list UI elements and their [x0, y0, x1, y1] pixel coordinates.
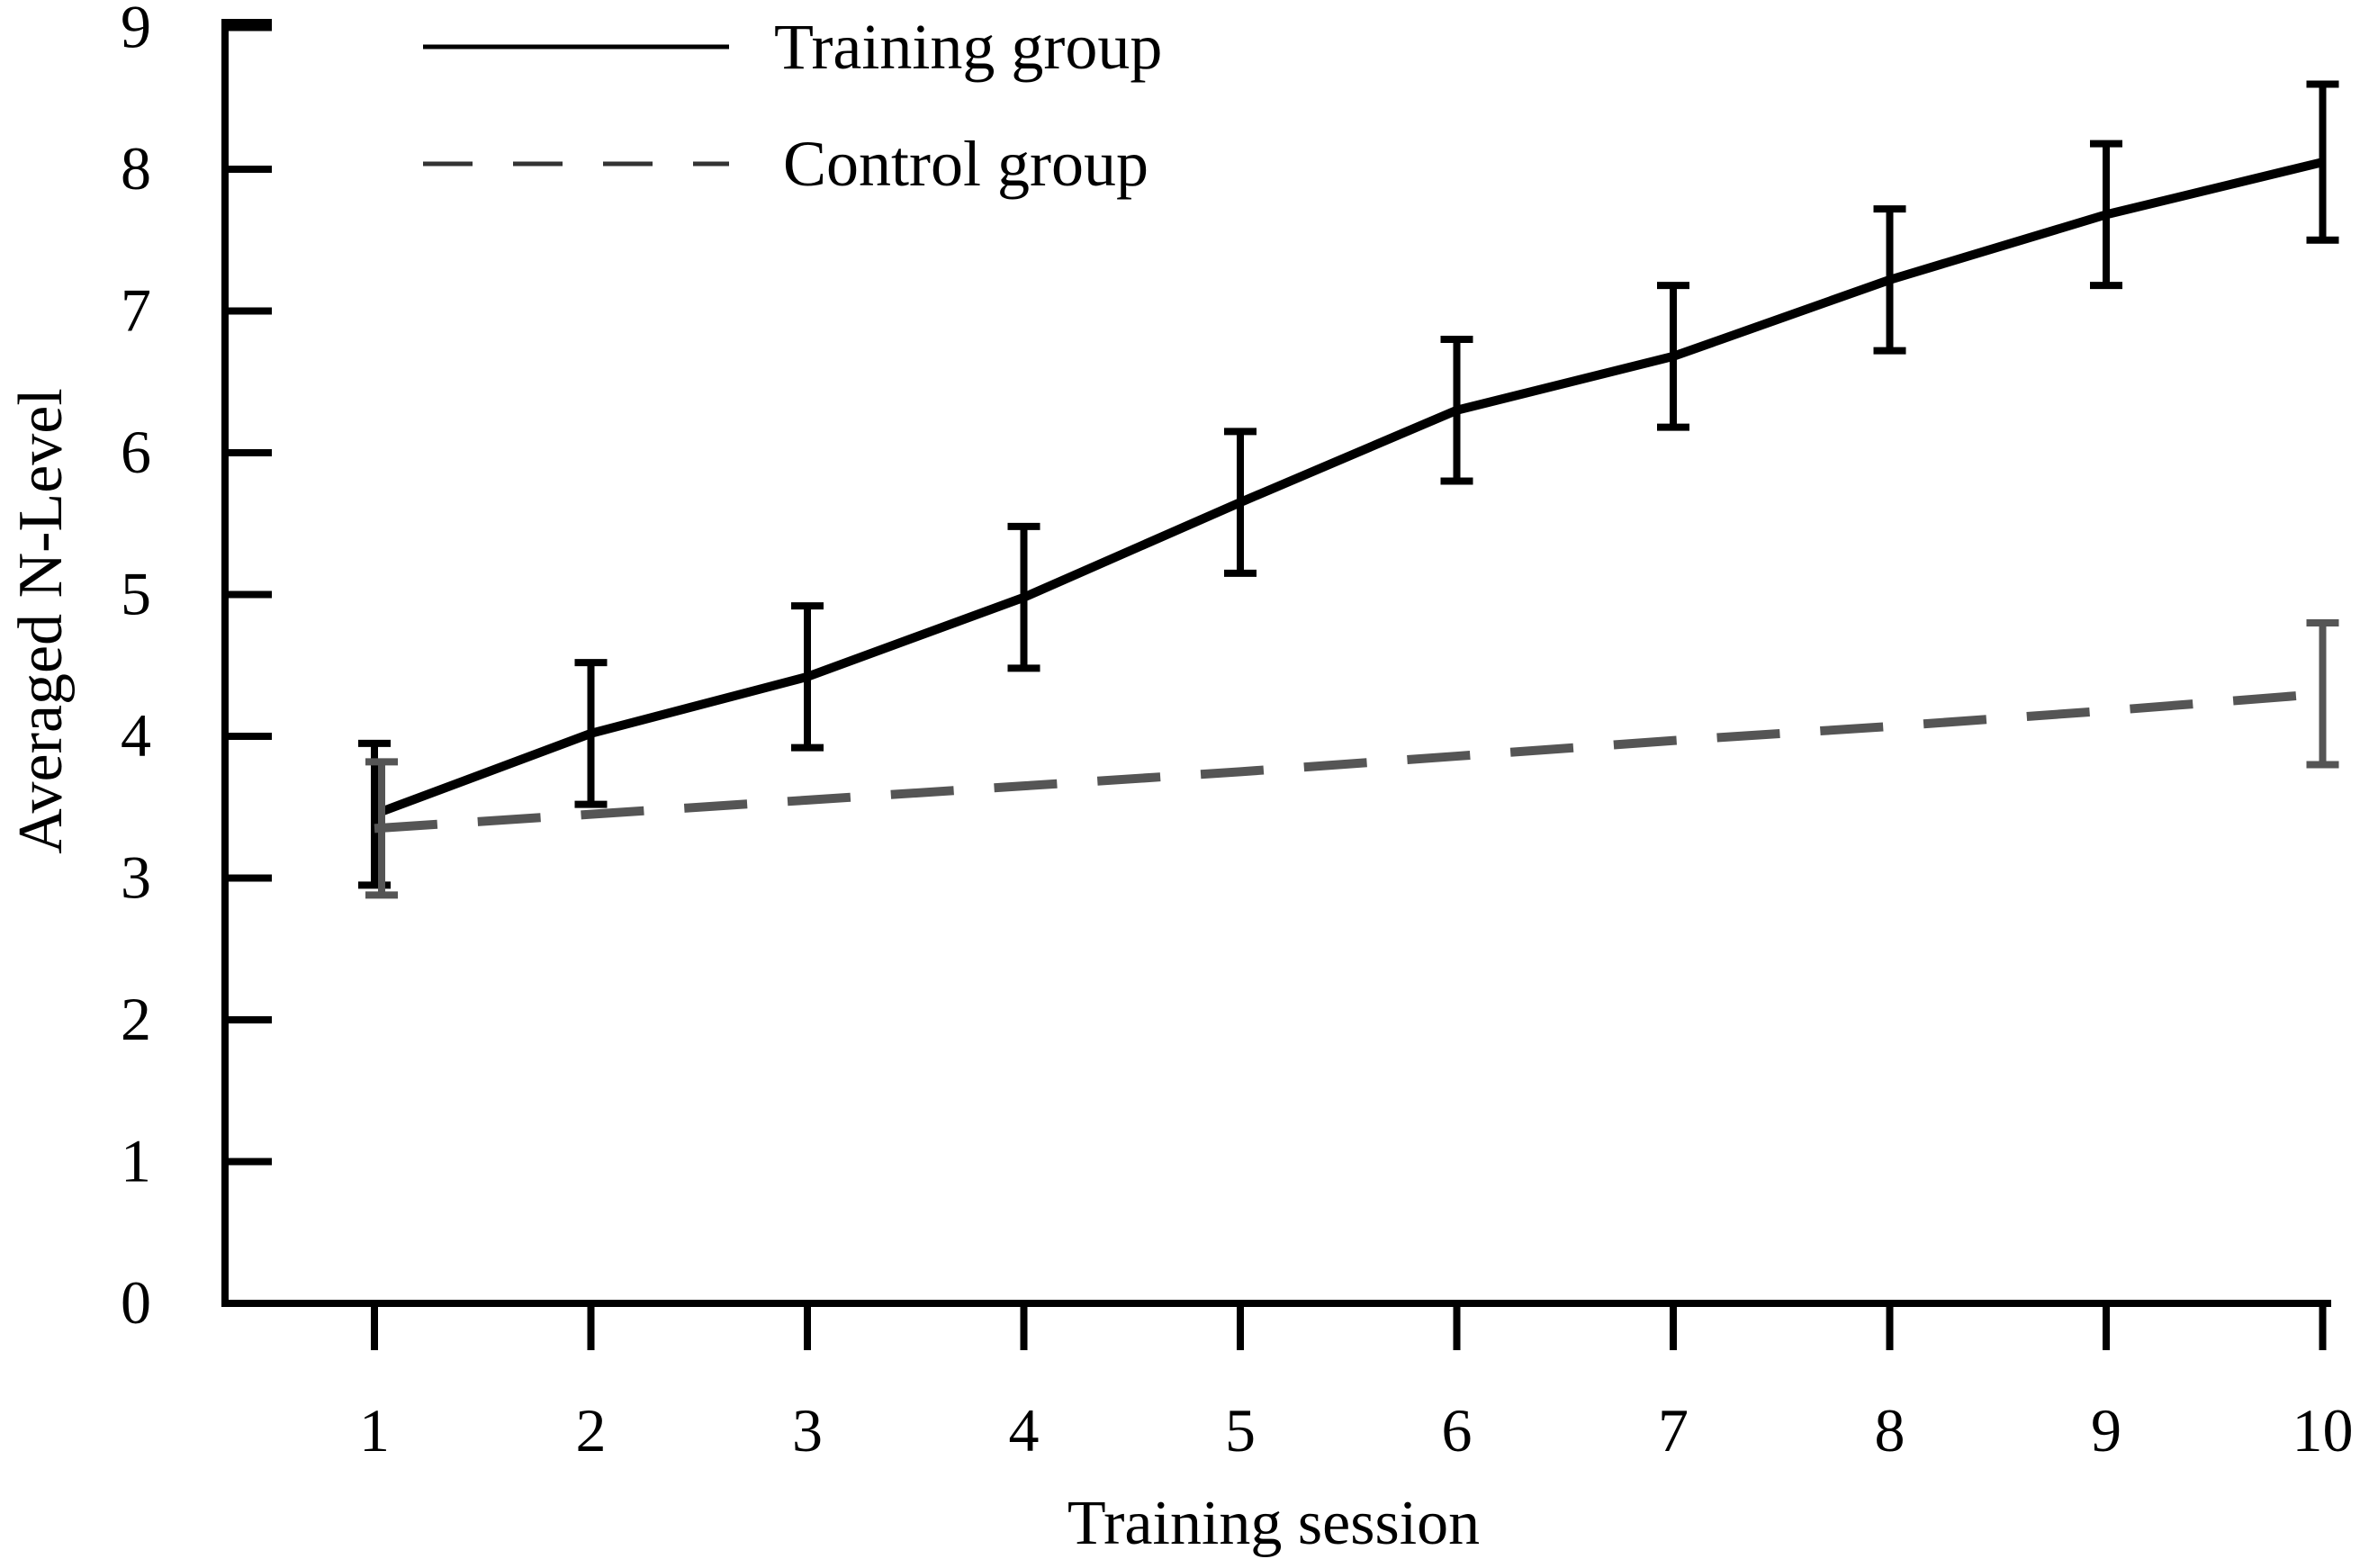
control-line: [374, 689, 2323, 834]
legend-label: Control group: [783, 128, 1148, 200]
y-tick-label: 3: [121, 843, 151, 912]
y-tick-label: 9: [121, 0, 151, 61]
axes: [221, 19, 2331, 1307]
x-tick-label: 8: [1875, 1396, 1905, 1464]
y-tick-label: 7: [121, 276, 151, 345]
x-tick-label: 7: [1658, 1396, 1689, 1464]
training-line: [373, 158, 2324, 819]
series-training-group: [358, 80, 2339, 889]
x-tick-label: 6: [1442, 1396, 1473, 1464]
y-ticks: 0 1 2 3 4 5 6 7 8 9: [121, 0, 272, 1337]
y-axis-title: Averaged N-Level: [6, 388, 76, 854]
series-layer: [358, 80, 2339, 899]
x-ticks: 1 2 3 4 5 6 7 8 9 10: [359, 1303, 2354, 1464]
x-tick-label: 10: [2292, 1396, 2354, 1464]
y-tick-label: 5: [121, 560, 151, 628]
y-tick-label: 4: [121, 701, 151, 770]
series-control-group: [365, 619, 2339, 899]
y-tick-label: 2: [121, 985, 151, 1053]
y-tick-label: 8: [121, 134, 151, 203]
x-tick-label: 2: [576, 1396, 607, 1464]
x-tick-label: 1: [359, 1396, 390, 1464]
legend-label: Training group: [774, 11, 1162, 83]
legend: Training group Control group: [423, 11, 1162, 200]
y-tick-label: 1: [121, 1127, 151, 1195]
x-axis-title: Training session: [1067, 1489, 1480, 1558]
y-tick-label: 0: [121, 1268, 151, 1337]
x-tick-label: 5: [1225, 1396, 1256, 1464]
x-tick-label: 4: [1009, 1396, 1040, 1464]
y-tick-label: 6: [121, 418, 151, 486]
x-tick-label: 9: [2091, 1396, 2121, 1464]
x-tick-label: 3: [792, 1396, 823, 1464]
